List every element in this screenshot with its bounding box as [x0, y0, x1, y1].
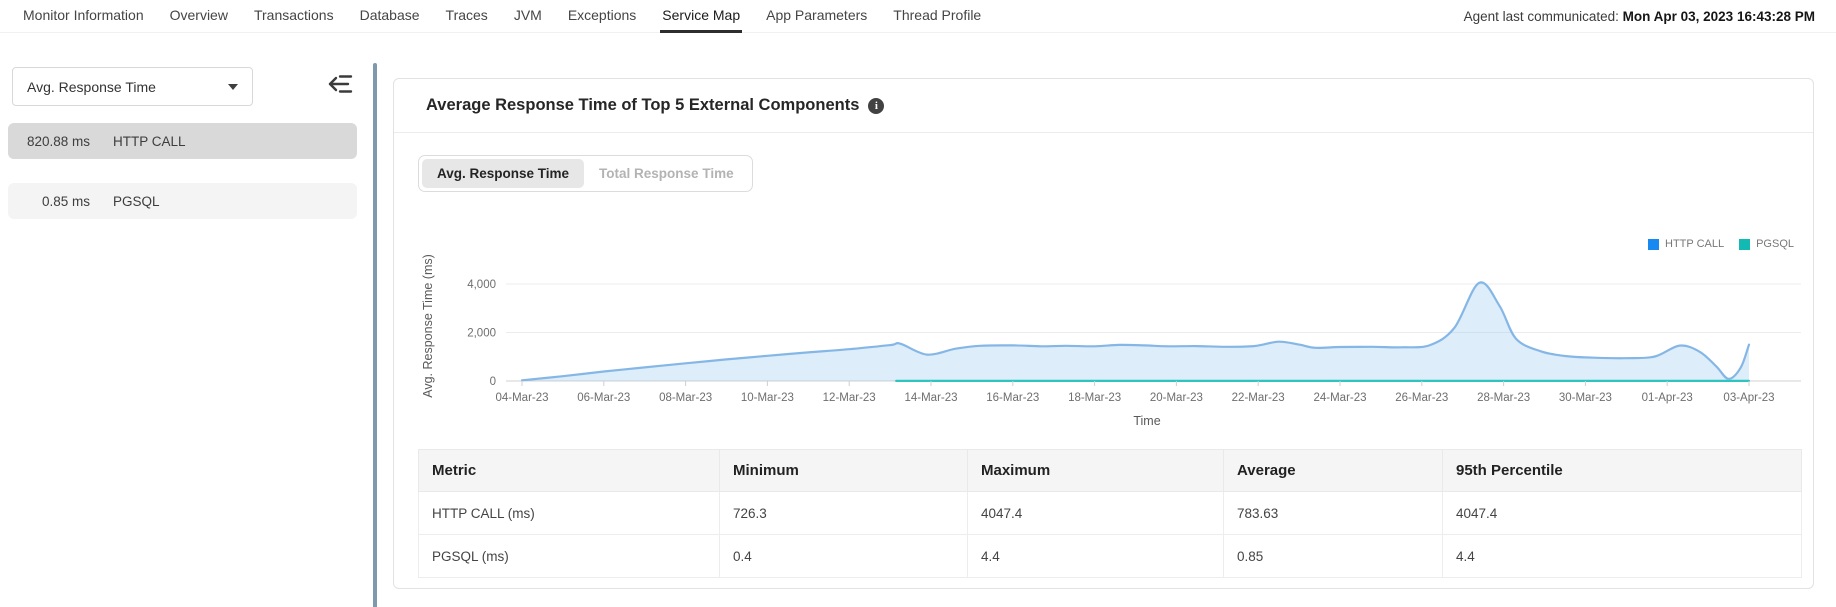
agent-last-communicated-label: Agent last communicated:: [1463, 9, 1623, 24]
x-axis-title: Time: [1133, 414, 1160, 428]
cell-95th-percentile: 4047.4: [1442, 491, 1802, 535]
y-axis-tick-label: 4,000: [467, 279, 496, 291]
nav-tab-exceptions[interactable]: Exceptions: [567, 7, 637, 23]
nav-tab-jvm[interactable]: JVM: [513, 7, 542, 23]
x-axis-tick-label: 18-Mar-23: [1068, 392, 1121, 404]
nav-tabs: Monitor Information Overview Transaction…: [23, 0, 981, 33]
table-row: HTTP CALL (ms) 726.3 4047.4 783.63 4047.…: [418, 491, 1802, 535]
response-time-view-toggle: Avg. Response Time Total Response Time: [418, 155, 753, 192]
legend-item-pgsql[interactable]: PGSQL: [1739, 238, 1794, 250]
x-axis-tick-label: 04-Mar-23: [495, 392, 548, 404]
legend-item-http-call[interactable]: HTTP CALL: [1648, 238, 1724, 250]
sidebar-item-name: PGSQL: [113, 193, 160, 209]
x-axis-tick-label: 06-Mar-23: [577, 392, 630, 404]
nav-tab-traces[interactable]: Traces: [445, 7, 488, 23]
column-header-95th-percentile: 95th Percentile: [1442, 449, 1802, 492]
chevron-down-icon: [228, 83, 238, 90]
legend-swatch: [1739, 238, 1751, 250]
nav-tab-app-parameters[interactable]: App Parameters: [766, 7, 868, 23]
nav-tab-service-map[interactable]: Service Map: [660, 0, 742, 33]
column-header-minimum: Minimum: [719, 449, 968, 492]
y-axis-title: Avg. Response Time (ms): [421, 254, 435, 398]
cell-minimum: 726.3: [719, 491, 968, 535]
chart-gridlines: [506, 283, 1801, 333]
tab-avg-response-time[interactable]: Avg. Response Time: [422, 159, 585, 188]
chart-panel: Average Response Time of Top 5 External …: [393, 78, 1814, 589]
x-axis-tick-label: 03-Apr-23: [1723, 392, 1774, 404]
series-area-http-call: [522, 282, 1749, 381]
cell-average: 783.63: [1223, 491, 1443, 535]
x-axis-tick-label: 26-Mar-23: [1395, 392, 1448, 404]
nav-tab-transactions[interactable]: Transactions: [253, 7, 334, 23]
agent-last-communicated-time: Mon Apr 03, 2023 16:43:28 PM: [1622, 9, 1815, 24]
panel-title: Average Response Time of Top 5 External …: [426, 96, 885, 115]
legend-swatch: [1648, 238, 1659, 250]
series-line-http-call: [520, 281, 1751, 382]
cell-metric: HTTP CALL (ms): [418, 491, 720, 535]
cell-maximum: 4.4: [967, 534, 1224, 578]
nav-tab-monitor-information[interactable]: Monitor Information: [23, 7, 144, 23]
table-header-row: Metric Minimum Maximum Average 95th Perc…: [418, 449, 1802, 492]
info-icon[interactable]: i: [868, 97, 885, 114]
sidebar-item-name: HTTP CALL: [113, 133, 186, 149]
agent-last-communicated: Agent last communicated: Mon Apr 03, 202…: [1464, 0, 1815, 33]
sidebar-item-value: 820.88 ms: [26, 133, 90, 149]
x-axis-tick-label: 01-Apr-23: [1642, 392, 1693, 404]
legend-label: PGSQL: [1756, 238, 1794, 250]
collapse-panel-icon: [326, 74, 354, 98]
cell-metric: PGSQL (ms): [418, 534, 720, 578]
sidebar-item-pgsql[interactable]: 0.85 ms PGSQL: [8, 183, 357, 219]
x-axis-tick-label: 24-Mar-23: [1313, 392, 1366, 404]
column-header-metric: Metric: [418, 449, 720, 492]
cell-average: 0.85: [1223, 534, 1443, 578]
response-time-chart[interactable]: 04-Mar-23 06-Mar-23 08-Mar-23 10-Mar-23 12-M…: [418, 229, 1813, 431]
column-header-maximum: Maximum: [967, 449, 1224, 492]
cell-minimum: 0.4: [719, 534, 968, 578]
sidebar-item-http-call[interactable]: 820.88 ms HTTP CALL: [8, 123, 357, 159]
cell-95th-percentile: 4.4: [1442, 534, 1802, 578]
metrics-summary-table: Metric Minimum Maximum Average 95th Perc…: [418, 449, 1802, 578]
panel-divider[interactable]: [373, 63, 377, 607]
x-axis-tick-label: 22-Mar-23: [1232, 392, 1285, 404]
y-axis-labels: 0 2,000 4,000: [467, 279, 496, 388]
x-axis-tick-label: 30-Mar-23: [1559, 392, 1612, 404]
sidebar-item-value: 0.85 ms: [41, 193, 90, 209]
tab-total-response-time[interactable]: Total Response Time: [599, 166, 734, 181]
nav-tab-thread-profile[interactable]: Thread Profile: [893, 7, 982, 23]
sidebar: Avg. Response Time 820.88 ms HTTP CALL 0…: [0, 33, 373, 607]
metric-dropdown-value: Avg. Response Time: [27, 78, 156, 95]
nav-tab-database[interactable]: Database: [359, 7, 420, 23]
nav-tab-overview[interactable]: Overview: [169, 7, 228, 23]
legend-label: HTTP CALL: [1665, 238, 1725, 250]
x-axis-tick-label: 20-Mar-23: [1150, 392, 1203, 404]
chart-panel-header: Average Response Time of Top 5 External …: [394, 79, 1813, 133]
x-axis-tick-label: 12-Mar-23: [823, 392, 876, 404]
cell-maximum: 4047.4: [967, 491, 1224, 535]
x-axis-labels: 04-Mar-23 06-Mar-23 08-Mar-23 10-Mar-23 12-M…: [495, 381, 1775, 404]
y-axis-tick-label: 0: [490, 376, 496, 388]
top-navigation: Monitor Information Overview Transaction…: [0, 0, 1836, 33]
y-axis-tick-label: 2,000: [467, 328, 496, 340]
x-axis-tick-label: 28-Mar-23: [1477, 392, 1530, 404]
chart-series: [520, 281, 1751, 383]
x-axis-tick-label: 08-Mar-23: [659, 392, 712, 404]
collapse-sidebar-button[interactable]: [325, 72, 355, 98]
panel-title-text: Average Response Time of Top 5 External …: [426, 96, 860, 114]
x-axis-tick-label: 14-Mar-23: [904, 392, 957, 404]
column-header-average: Average: [1223, 449, 1443, 492]
x-axis-tick-label: 10-Mar-23: [741, 392, 794, 404]
x-axis-tick-label: 16-Mar-23: [986, 392, 1039, 404]
metric-dropdown[interactable]: Avg. Response Time: [12, 67, 253, 106]
table-row: PGSQL (ms) 0.4 4.4 0.85 4.4: [418, 534, 1802, 578]
chart-legend: HTTP CALL PGSQL: [1648, 238, 1794, 250]
